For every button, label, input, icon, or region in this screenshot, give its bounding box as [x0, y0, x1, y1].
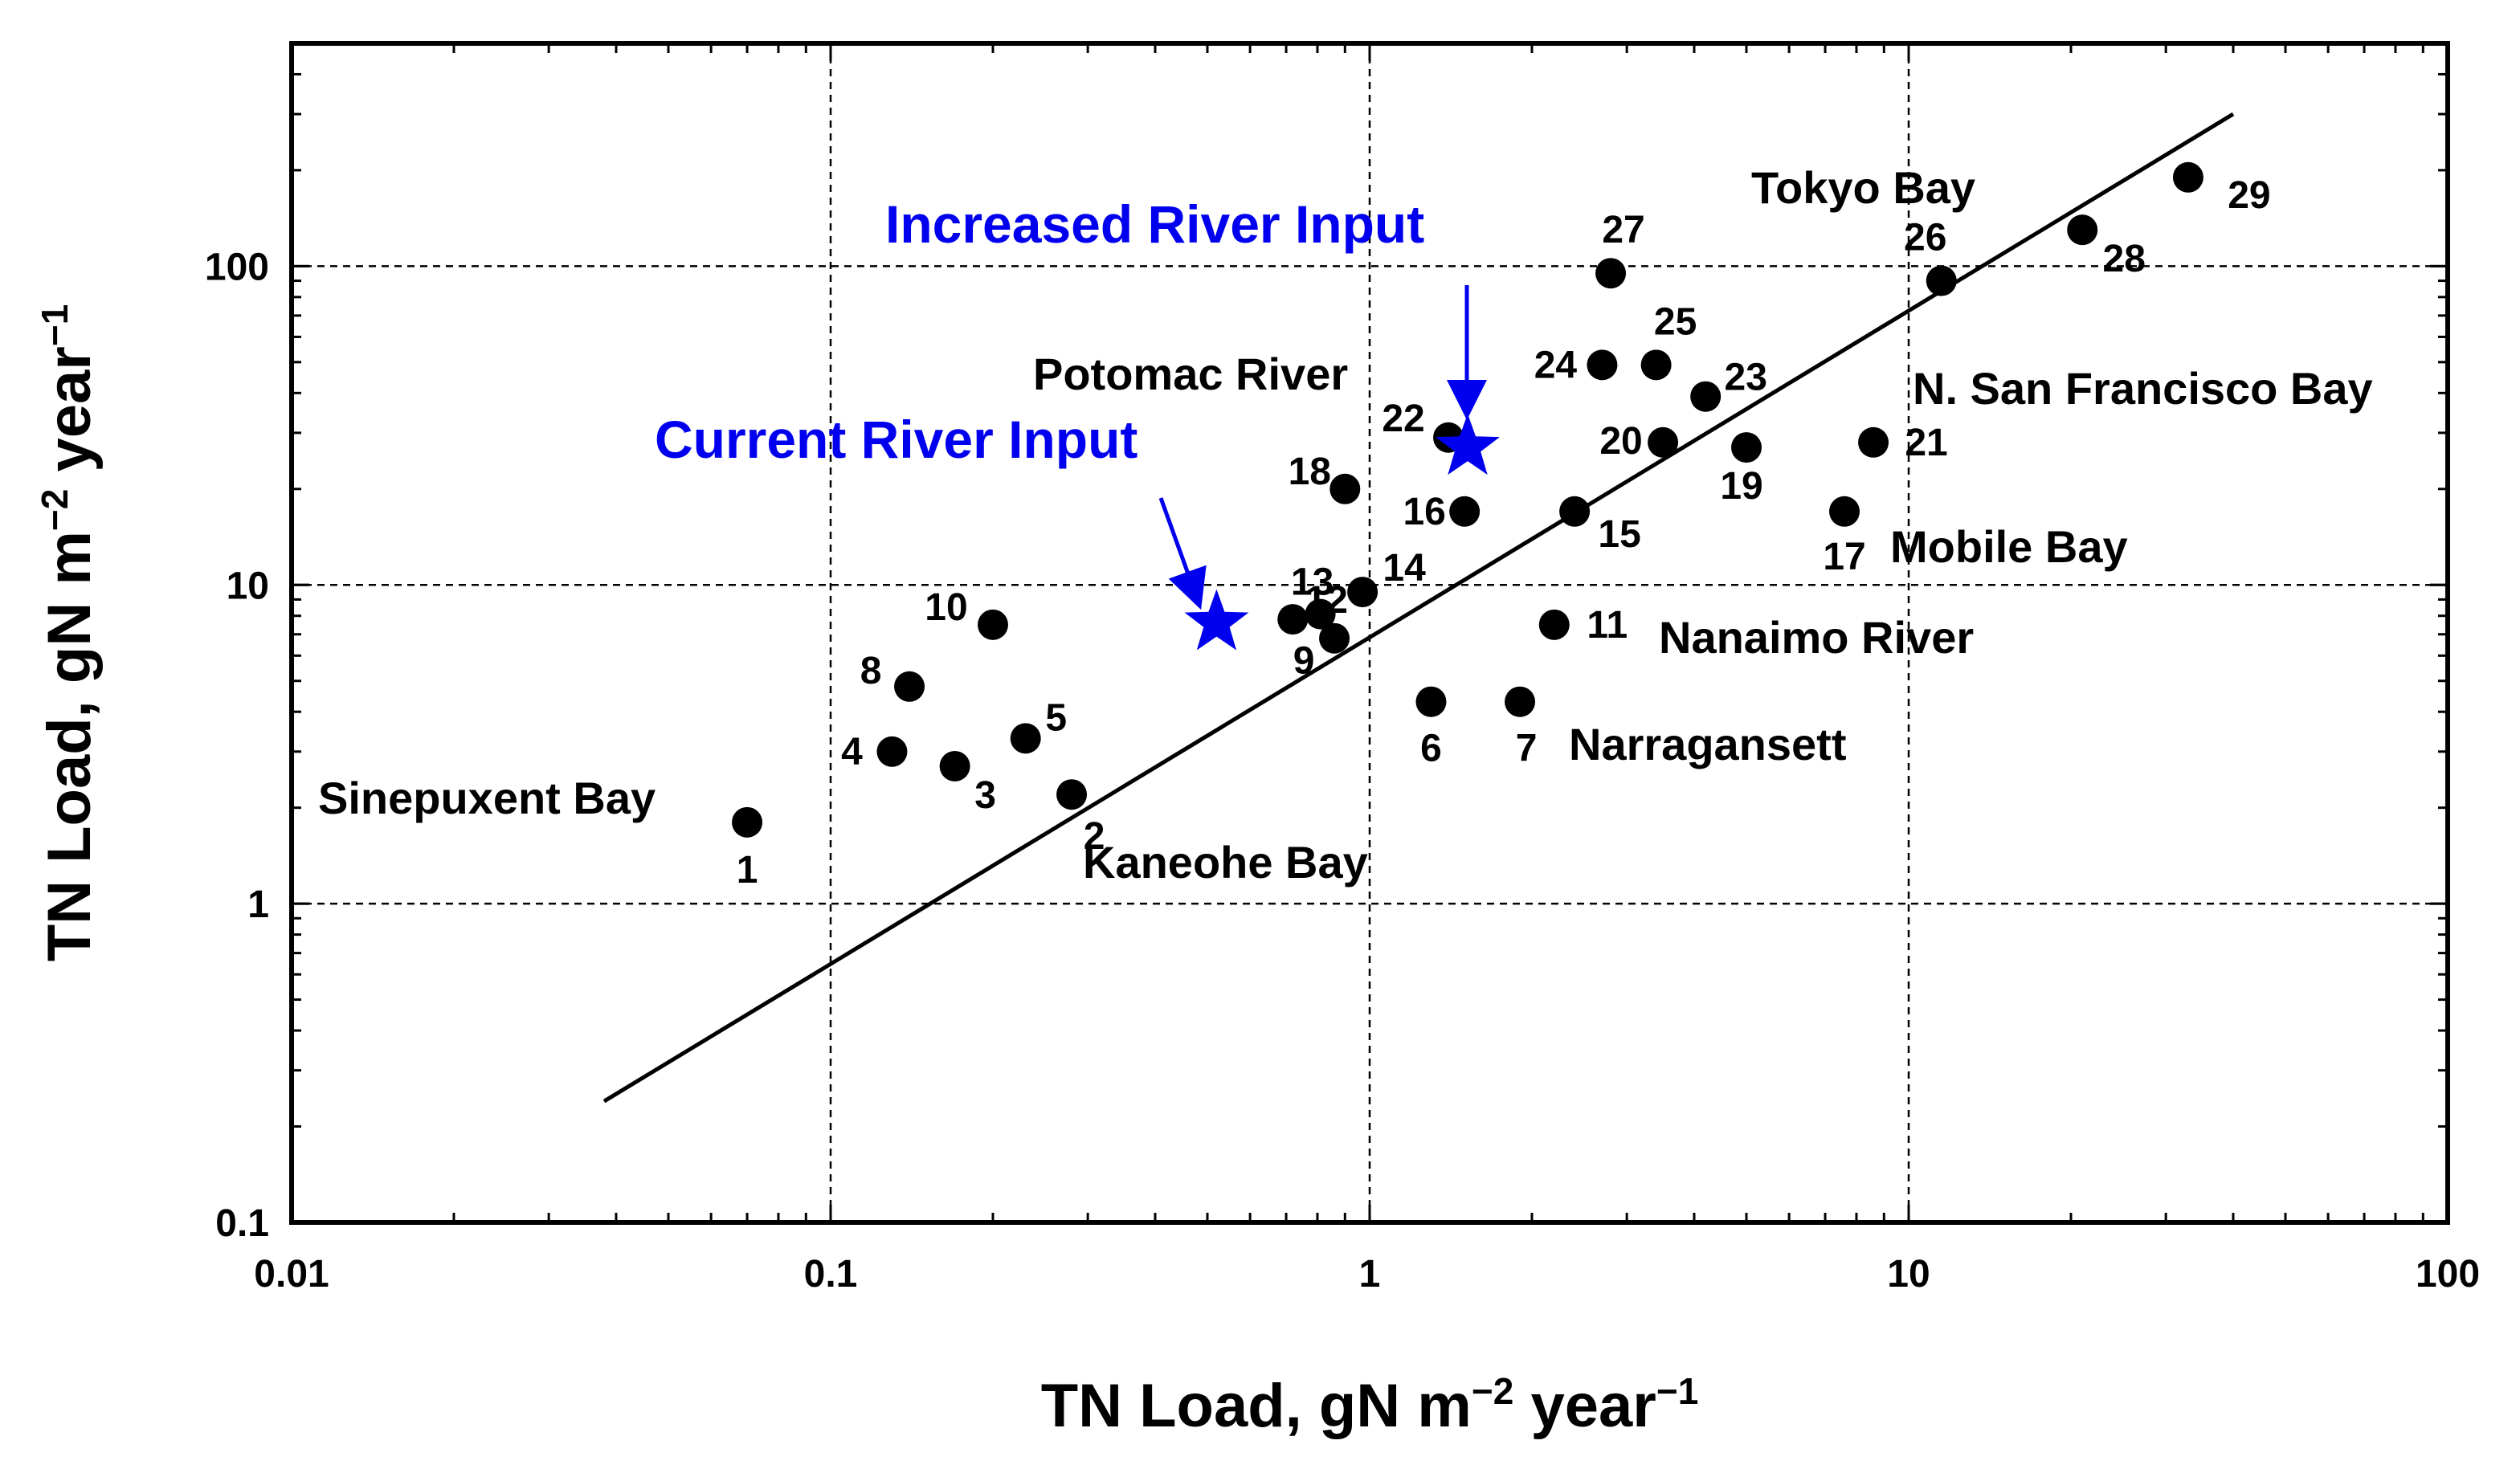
data-point-10	[977, 609, 1008, 640]
label-tokyo-bay: Tokyo Bay	[1751, 162, 1975, 213]
data-point-4	[876, 736, 908, 767]
point-label-7: 7	[1516, 728, 1538, 770]
data-points	[732, 161, 2203, 838]
data-point-21	[1858, 426, 1889, 458]
x-title-exp2: −1	[1656, 1370, 1698, 1412]
data-point-5	[1010, 723, 1041, 754]
x-title-mid: year	[1513, 1372, 1656, 1440]
arrow-current-river-input	[1158, 497, 1207, 610]
data-point-8	[894, 671, 925, 702]
point-label-18: 18	[1289, 451, 1331, 493]
y-title-text: TN Load, gN m	[35, 531, 104, 961]
label-sinepuxent-bay: Sinepuxent Bay	[318, 773, 656, 823]
point-label-4: 4	[841, 731, 863, 773]
x-tick-label: 0.1	[804, 1253, 858, 1296]
label-narragansett: Narragansett	[1569, 719, 1846, 769]
x-tick-label: 0.01	[254, 1253, 329, 1296]
x-tick-label: 100	[2416, 1253, 2480, 1296]
data-point-7	[1505, 686, 1536, 717]
data-point-26	[1926, 265, 1957, 296]
point-label-14: 14	[1383, 547, 1426, 590]
data-point-25	[1640, 349, 1672, 381]
data-point-12	[1277, 604, 1309, 635]
y-tick-label: 0.1	[215, 1202, 269, 1245]
data-point-29	[2172, 161, 2203, 193]
data-point-16	[1449, 496, 1481, 527]
point-label-13: 13	[1291, 561, 1334, 604]
point-label-28: 28	[2103, 238, 2146, 280]
point-label-21: 21	[1905, 422, 1947, 464]
data-point-27	[1595, 258, 1627, 289]
point-label-27: 27	[1602, 209, 1644, 251]
data-point-6	[1415, 686, 1447, 717]
data-point-2	[1056, 779, 1088, 810]
point-label-15: 15	[1598, 513, 1640, 556]
y-tick-label: 10	[227, 565, 269, 607]
label-n-san-francisco-bay: N. San Francisco Bay	[1913, 363, 2373, 414]
label-increased-river-input: Increased River Input	[885, 194, 1424, 254]
point-label-10: 10	[925, 586, 967, 629]
x-tick-label: 1	[1359, 1253, 1381, 1296]
point-label-3: 3	[974, 774, 996, 817]
star-increased-river-input	[1436, 414, 1500, 475]
tick-labels: 0.01 0.1 1 10 100 0.1 1 10 100	[205, 246, 2480, 1296]
y-tick-label: 1	[247, 883, 269, 926]
y-title-exp1: −2	[34, 489, 76, 531]
point-label-8: 8	[860, 650, 882, 692]
data-point-17	[1829, 496, 1860, 527]
point-label-29: 29	[2228, 174, 2270, 217]
data-point-13	[1305, 598, 1336, 630]
regression-line-group	[602, 112, 2235, 1104]
data-point-14	[1347, 577, 1378, 608]
data-point-18	[1329, 473, 1361, 504]
plot-frame	[289, 41, 2450, 1225]
point-label-17: 17	[1823, 536, 1865, 578]
data-point-11	[1538, 609, 1570, 640]
label-kaneohe-bay: Kaneohe Bay	[1083, 837, 1368, 888]
label-potomac-river: Potomac River	[1033, 349, 1348, 399]
point-label-22: 22	[1382, 398, 1424, 440]
data-point-28	[2067, 214, 2098, 246]
point-label-12: 12	[1305, 579, 1348, 622]
x-title-text: TN Load, gN m	[1041, 1372, 1472, 1440]
regression-line	[602, 112, 2235, 1104]
data-point-1	[732, 806, 763, 838]
y-tick-label: 100	[205, 246, 269, 288]
label-current-river-input: Current River Input	[655, 410, 1137, 469]
label-mobile-bay: Mobile Bay	[1890, 521, 2128, 572]
point-label-26: 26	[1904, 217, 1946, 259]
x-tick-label: 10	[1887, 1253, 1930, 1296]
point-label-16: 16	[1403, 491, 1445, 533]
point-label-5: 5	[1045, 696, 1067, 739]
x-axis-title: TN Load, gN m−2 year−1	[1041, 1370, 1699, 1440]
x-title-exp1: −2	[1472, 1370, 1513, 1412]
point-label-9: 9	[1293, 640, 1315, 683]
data-point-3	[939, 750, 970, 781]
data-point-23	[1690, 381, 1722, 412]
label-nanaimo-river: Nanaimo River	[1659, 612, 1974, 663]
data-point-24	[1587, 349, 1618, 381]
data-point-19	[1731, 432, 1762, 463]
point-label-20: 20	[1599, 420, 1642, 463]
point-label-25: 25	[1654, 300, 1697, 343]
y-title-mid: year	[35, 346, 104, 489]
point-label-6: 6	[1420, 728, 1442, 770]
grid	[292, 43, 2448, 1222]
point-label-2: 2	[1084, 815, 1105, 858]
point-label-11: 11	[1587, 604, 1628, 647]
point-label-19: 19	[1720, 465, 1762, 508]
y-title-exp2: −1	[34, 304, 76, 346]
point-label-24: 24	[1534, 344, 1578, 386]
star-current-river-input	[1184, 589, 1249, 651]
data-point-20	[1648, 426, 1679, 458]
data-point-9	[1319, 622, 1350, 654]
point-label-1: 1	[737, 849, 758, 892]
point-label-23: 23	[1725, 357, 1767, 399]
star-markers	[1184, 414, 1500, 651]
data-point-15	[1559, 496, 1591, 527]
y-axis-title: TN Load, gN m−2 year−1	[34, 304, 104, 962]
